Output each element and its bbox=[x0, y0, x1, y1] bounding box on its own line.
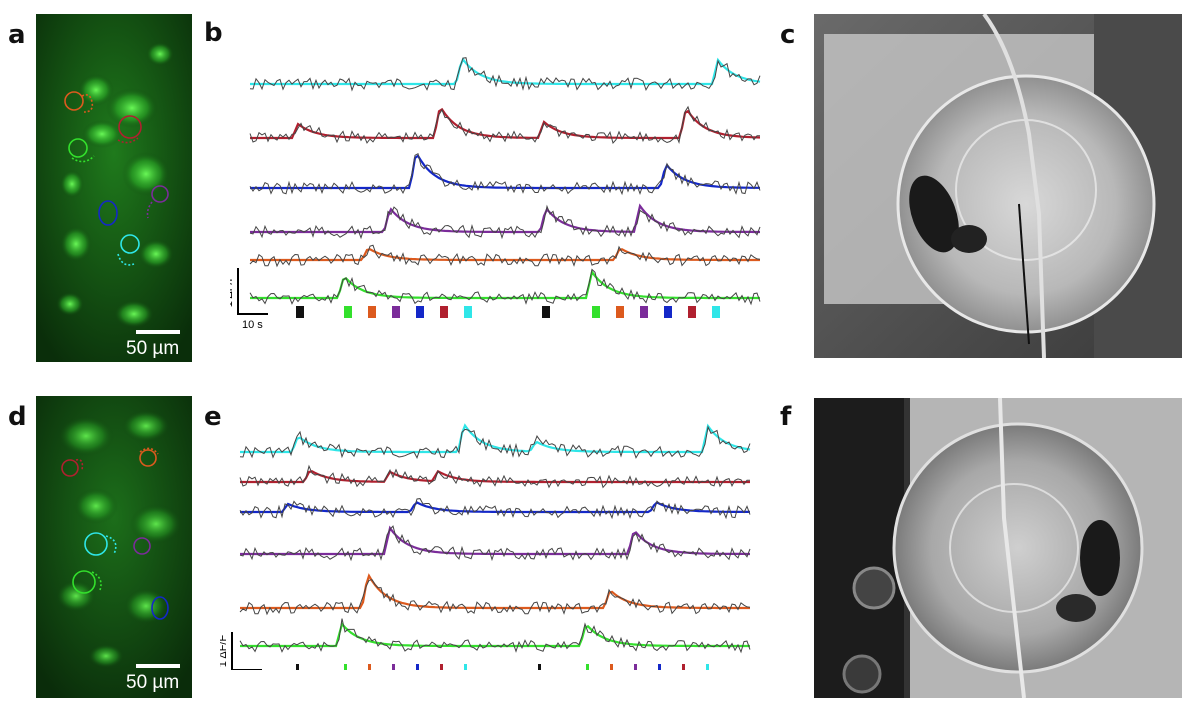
scale-bar-top bbox=[136, 330, 180, 334]
panel-label-b: b bbox=[204, 18, 223, 48]
behavior-photo-top-drawing bbox=[814, 14, 1182, 358]
event-marker-purple bbox=[392, 664, 395, 670]
trace-raw-red bbox=[239, 464, 750, 489]
trace-raw-orange bbox=[239, 579, 751, 616]
event-marker-red bbox=[440, 306, 448, 318]
trace-raw-purple bbox=[249, 204, 761, 240]
trace-fit-green bbox=[240, 621, 750, 648]
trace-raw-cyan bbox=[239, 425, 751, 459]
event-marker-orange bbox=[368, 664, 371, 670]
event-marker-cyan bbox=[706, 664, 709, 670]
scale-label-micro-bottom: 50 µm bbox=[126, 672, 180, 693]
trace-fit-orange bbox=[240, 573, 750, 610]
trace-fit-purple bbox=[250, 203, 760, 234]
event-marker-purple bbox=[640, 306, 648, 318]
scale-label-micro-top: 50 µm bbox=[126, 338, 180, 359]
panel-label-d: d bbox=[8, 402, 27, 432]
event-marker-blue bbox=[664, 306, 672, 318]
trace-fit-green bbox=[250, 269, 760, 300]
event-marker-green bbox=[344, 664, 347, 670]
scale-bar-bottom bbox=[136, 664, 180, 668]
trace-fit-cyan bbox=[250, 57, 761, 86]
event-marker-purple bbox=[634, 664, 637, 670]
event-marker-cyan bbox=[464, 664, 467, 670]
event-marker-black bbox=[296, 664, 299, 670]
roi-circles-top bbox=[64, 91, 169, 266]
microscopy-drawing-bottom bbox=[36, 396, 192, 698]
scale-label-dff: 1 ΔF/F bbox=[220, 635, 229, 668]
trace-fit-blue bbox=[240, 501, 750, 514]
trace-raw-green bbox=[249, 268, 761, 306]
event-marker-blue bbox=[416, 306, 424, 318]
trace-fit-red bbox=[250, 107, 761, 140]
trace-raw-cyan bbox=[249, 57, 761, 92]
event-marker-blue bbox=[658, 664, 661, 670]
fluorescence-blobs bbox=[56, 42, 174, 328]
trace-raw-blue bbox=[239, 498, 751, 520]
calcium-traces-top: 1 ΔF/F 10 s bbox=[230, 57, 761, 331]
event-marker-cyan bbox=[712, 306, 720, 318]
roi-circles-bottom bbox=[61, 447, 169, 620]
event-marker-red bbox=[440, 664, 443, 670]
event-marker-red bbox=[682, 664, 685, 670]
microscopy-image-top: 50 µm bbox=[36, 14, 192, 362]
panel-label-a: a bbox=[8, 20, 26, 50]
scale-label-time: 10 s bbox=[242, 319, 263, 331]
behavior-photo-bottom-drawing bbox=[814, 398, 1182, 698]
fluorescence-blobs-bottom bbox=[56, 410, 182, 668]
event-marker-black bbox=[296, 306, 304, 318]
event-marker-red bbox=[688, 306, 696, 318]
trace-fit-cyan bbox=[240, 423, 751, 454]
event-marker-black bbox=[538, 664, 541, 670]
trace-raw-orange bbox=[249, 244, 761, 268]
event-marker-blue bbox=[416, 664, 419, 670]
event-marker-orange bbox=[368, 306, 376, 318]
scale-label-dff: 1 ΔF/F bbox=[230, 275, 235, 308]
behavior-photo-top bbox=[814, 14, 1182, 358]
event-marker-cyan bbox=[464, 306, 472, 318]
scale-bar-trace bbox=[231, 632, 262, 670]
event-marker-green bbox=[592, 306, 600, 318]
panel-label-c: c bbox=[780, 20, 796, 50]
event-marker-orange bbox=[616, 306, 624, 318]
trace-raw-red bbox=[249, 105, 761, 145]
trace-fit-blue bbox=[250, 154, 761, 190]
event-marker-green bbox=[344, 306, 352, 318]
microscopy-image-bottom: 50 µm bbox=[36, 396, 192, 698]
event-marker-orange bbox=[610, 664, 613, 670]
scale-bar-trace bbox=[237, 268, 268, 315]
trace-raw-green bbox=[239, 618, 751, 654]
event-marker-purple bbox=[392, 306, 400, 318]
event-marker-green bbox=[586, 664, 589, 670]
trace-raw-purple bbox=[239, 525, 751, 562]
trace-raw-blue bbox=[249, 152, 761, 196]
microscopy-drawing-top bbox=[36, 14, 192, 362]
behavior-photo-bottom bbox=[814, 398, 1182, 698]
calcium-traces-bottom: 1 ΔF/F10 s bbox=[220, 423, 751, 670]
panel-label-f: f bbox=[780, 402, 792, 432]
event-marker-black bbox=[542, 306, 550, 318]
panel-label-e: e bbox=[204, 402, 222, 432]
